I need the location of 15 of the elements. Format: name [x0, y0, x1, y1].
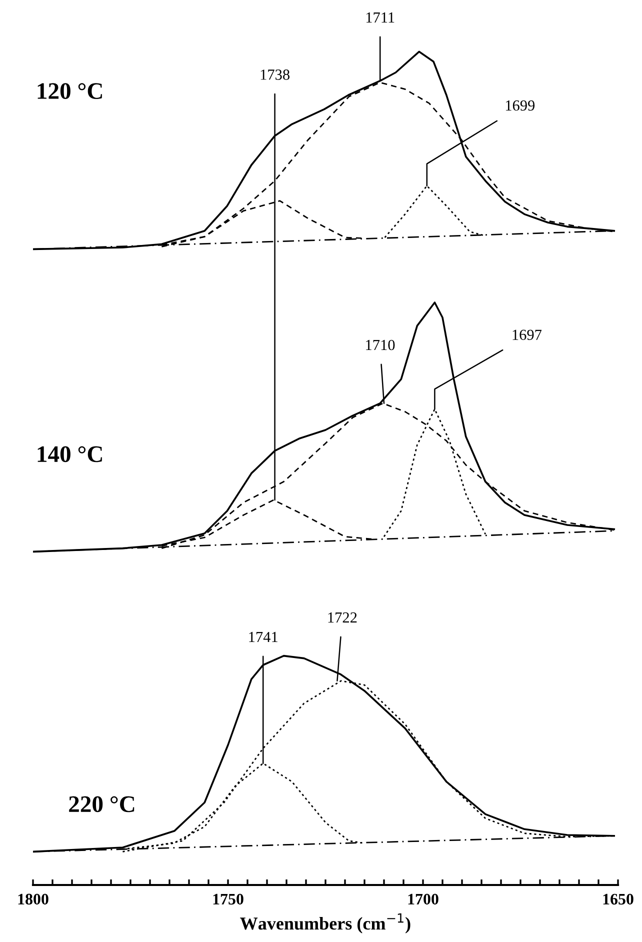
annotation: 1699: [506, 100, 535, 111]
annotation: 140 °C: [38, 446, 102, 462]
annotation: 220 °C: [69, 796, 134, 812]
annotation: 120 °C: [38, 83, 102, 100]
x-tick-label: 1750: [213, 894, 244, 905]
annotation: 1741: [249, 632, 278, 642]
x-tick-label: 1800: [18, 894, 48, 905]
annotation: 1710: [366, 340, 395, 350]
annotation: 1711: [366, 12, 394, 23]
x-axis-title: Wavenumbers (cm$^{−1}$): [240, 913, 410, 934]
annotation: 1722: [328, 612, 357, 623]
annotation: 1738: [260, 70, 290, 80]
x-tick-label: 1650: [603, 894, 634, 905]
annotation: 1697: [512, 330, 542, 340]
x-tick-label: 1700: [408, 894, 438, 905]
